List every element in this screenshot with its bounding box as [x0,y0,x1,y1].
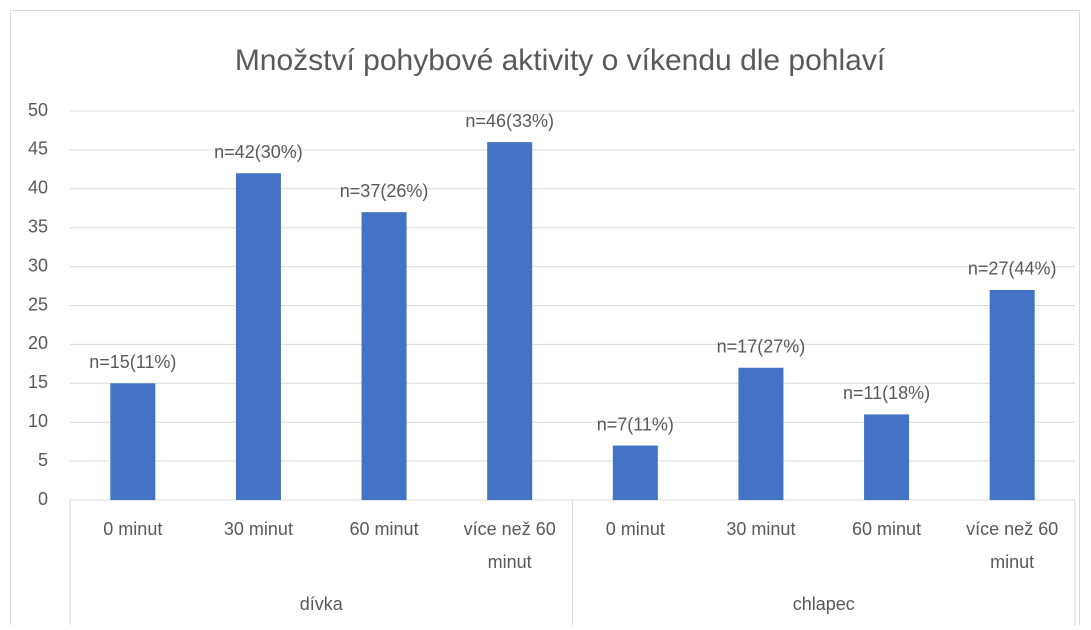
x-tick-label: 30 minut [223,519,293,539]
x-tick-label-box: 0 minut [605,519,665,539]
y-tick-label: 30 [28,255,48,275]
x-tick-label: 0 minut [103,519,163,539]
chart-title: Množství pohybové aktivity o víkendu dle… [235,44,886,77]
y-tick-label: 50 [28,100,48,120]
data-label: n=37(26%) [340,181,429,201]
x-tick-label: 60 minut [852,519,922,539]
x-tick-label-box: 30 minut [223,519,293,539]
bar [235,173,281,501]
y-tick-label: 35 [28,216,48,236]
y-tick-label: 0 [38,489,48,509]
x-tick-label: 60 minut [349,519,419,539]
bar [110,383,156,500]
x-tick-label-box: 0 minut [103,519,163,539]
group-label: chlapec [793,594,855,614]
chart-border [10,10,1080,630]
y-tick-label: 25 [28,294,48,314]
x-tick-label: více než 60 minut [463,519,556,572]
x-tick-label: 0 minut [605,519,665,539]
x-tick-label: více než 60 minut [966,519,1059,572]
bar [989,289,1035,500]
x-tick-label-box: více než 60 minut [463,519,556,572]
bar [487,142,533,500]
data-label: n=15(11%) [89,352,176,372]
bar [361,212,407,500]
y-tick-label: 10 [28,411,48,431]
y-tick-label: 5 [38,450,48,470]
data-label: n=27(44%) [968,259,1057,279]
bar [612,445,658,500]
y-tick-label: 40 [28,178,48,198]
x-tick-label-box: více než 60 minut [966,519,1059,572]
y-tick-label: 15 [28,372,48,392]
data-label: n=7(11%) [597,414,674,434]
bar [738,367,784,500]
y-tick-label: 45 [28,139,48,159]
data-label: n=46(33%) [465,111,554,131]
x-tick-label-box: 60 minut [852,519,922,539]
data-label: n=42(30%) [214,142,303,162]
x-tick-label-box: 30 minut [726,519,796,539]
y-tick-label: 20 [28,333,48,353]
data-label: n=17(27%) [717,336,806,356]
x-tick-label: 30 minut [726,519,796,539]
bar [864,414,910,500]
data-label: n=11(18%) [843,383,930,403]
group-label: dívka [300,594,344,614]
x-tick-label-box: 60 minut [349,519,419,539]
